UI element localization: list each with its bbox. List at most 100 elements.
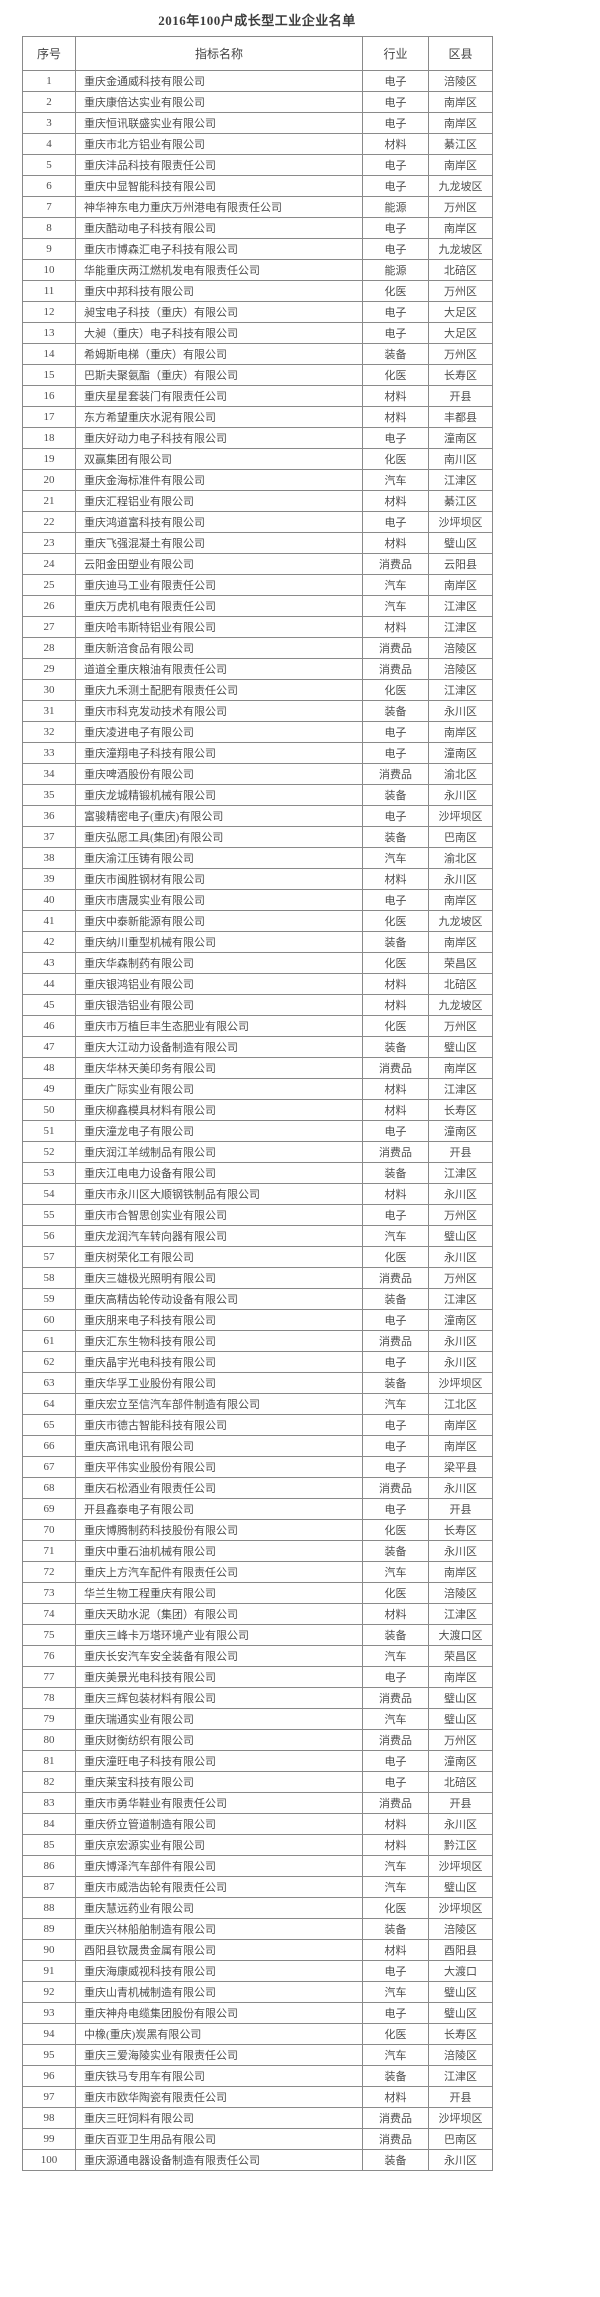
- row-number-cell: 64: [22, 1393, 76, 1415]
- company-name-cell: 重庆纳川重型机械有限公司: [75, 931, 363, 953]
- company-name-cell: 重庆上方汽车配件有限责任公司: [75, 1561, 363, 1583]
- district-cell: 永川区: [428, 1246, 493, 1268]
- table-row: 68 重庆石松酒业有限责任公司 消费品 永川区: [22, 1477, 493, 1499]
- industry-cell: 材料: [362, 616, 429, 638]
- row-number-cell: 29: [22, 658, 76, 680]
- industry-cell: 汽车: [362, 595, 429, 617]
- table-row: 56 重庆龙润汽车转向器有限公司 汽车 璧山区: [22, 1225, 493, 1247]
- company-name-cell: 重庆莱宝科技有限公司: [75, 1771, 363, 1793]
- table-row: 85 重庆京宏源实业有限公司 材料 黔江区: [22, 1834, 493, 1856]
- district-cell: 北碚区: [428, 259, 493, 281]
- table-row: 99 重庆百亚卫生用品有限公司 消费品 巴南区: [22, 2128, 493, 2150]
- district-cell: 璧山区: [428, 1876, 493, 1898]
- row-number-cell: 36: [22, 805, 76, 827]
- table-row: 55 重庆市合智思创实业有限公司 电子 万州区: [22, 1204, 493, 1226]
- industry-cell: 装备: [362, 2149, 429, 2171]
- row-number-cell: 59: [22, 1288, 76, 1310]
- company-name-cell: 重庆博腾制药科技股份有限公司: [75, 1519, 363, 1541]
- industry-cell: 电子: [362, 889, 429, 911]
- industry-cell: 电子: [362, 742, 429, 764]
- district-cell: 九龙坡区: [428, 994, 493, 1016]
- district-cell: 荣昌区: [428, 1645, 493, 1667]
- table-row: 32 重庆凌进电子有限公司 电子 南岸区: [22, 721, 493, 743]
- row-number-cell: 73: [22, 1582, 76, 1604]
- company-name-cell: 重庆市北方铝业有限公司: [75, 133, 363, 155]
- industry-cell: 装备: [362, 1918, 429, 1940]
- table-row: 38 重庆渝江压铸有限公司 汽车 渝北区: [22, 847, 493, 869]
- industry-cell: 化医: [362, 448, 429, 470]
- table-row: 1 重庆金通威科技有限公司 电子 涪陵区: [22, 70, 493, 92]
- company-name-cell: 重庆高讯电讯有限公司: [75, 1435, 363, 1457]
- row-number-cell: 54: [22, 1183, 76, 1205]
- table-row: 2 重庆康倍达实业有限公司 电子 南岸区: [22, 91, 493, 113]
- industry-cell: 装备: [362, 1036, 429, 1058]
- company-name-cell: 重庆三峰卡万塔环境产业有限公司: [75, 1624, 363, 1646]
- district-cell: 大足区: [428, 301, 493, 323]
- company-name-cell: 东方希望重庆水泥有限公司: [75, 406, 363, 428]
- district-cell: 大渡口: [428, 1960, 493, 1982]
- district-cell: 北碚区: [428, 1771, 493, 1793]
- industry-cell: 电子: [362, 91, 429, 113]
- company-name-cell: 重庆慧远药业有限公司: [75, 1897, 363, 1919]
- industry-cell: 汽车: [362, 847, 429, 869]
- company-name-cell: 重庆中显智能科技有限公司: [75, 175, 363, 197]
- row-number-cell: 56: [22, 1225, 76, 1247]
- district-cell: 南岸区: [428, 1414, 493, 1436]
- industry-cell: 装备: [362, 784, 429, 806]
- row-number-cell: 75: [22, 1624, 76, 1646]
- company-name-cell: 重庆市闽胜钢材有限公司: [75, 868, 363, 890]
- row-number-cell: 80: [22, 1729, 76, 1751]
- industry-cell: 消费品: [362, 1141, 429, 1163]
- district-cell: 江津区: [428, 1288, 493, 1310]
- header-row: 序号 指标名称 行业 区县: [22, 36, 493, 71]
- district-cell: 潼南区: [428, 427, 493, 449]
- district-cell: 万州区: [428, 343, 493, 365]
- industry-cell: 汽车: [362, 2044, 429, 2066]
- company-name-cell: 重庆市科克发动技术有限公司: [75, 700, 363, 722]
- industry-cell: 化医: [362, 1519, 429, 1541]
- company-name-cell: 重庆瑞通实业有限公司: [75, 1708, 363, 1730]
- row-number-cell: 92: [22, 1981, 76, 2003]
- table-row: 40 重庆市唐晟实业有限公司 电子 南岸区: [22, 889, 493, 911]
- district-cell: 巴南区: [428, 826, 493, 848]
- industry-cell: 电子: [362, 112, 429, 134]
- company-name-cell: 重庆市万植巨丰生态肥业有限公司: [75, 1015, 363, 1037]
- table-row: 17 东方希望重庆水泥有限公司 材料 丰都县: [22, 406, 493, 428]
- table-row: 52 重庆润江羊绒制品有限公司 消费品 开县: [22, 1141, 493, 1163]
- header-industry: 行业: [362, 36, 429, 71]
- table-row: 11 重庆中邦科技有限公司 化医 万州区: [22, 280, 493, 302]
- company-name-cell: 重庆恒讯联盛实业有限公司: [75, 112, 363, 134]
- row-number-cell: 20: [22, 469, 76, 491]
- industry-cell: 材料: [362, 490, 429, 512]
- district-cell: 永川区: [428, 868, 493, 890]
- row-number-cell: 91: [22, 1960, 76, 1982]
- district-cell: 万州区: [428, 1267, 493, 1289]
- table-row: 53 重庆江电电力设备有限公司 装备 江津区: [22, 1162, 493, 1184]
- industry-cell: 材料: [362, 1183, 429, 1205]
- row-number-cell: 19: [22, 448, 76, 470]
- table-row: 6 重庆中显智能科技有限公司 电子 九龙坡区: [22, 175, 493, 197]
- district-cell: 江津区: [428, 679, 493, 701]
- table-row: 94 中橡(重庆)炭黑有限公司 化医 长寿区: [22, 2023, 493, 2045]
- district-cell: 江津区: [428, 1078, 493, 1100]
- industry-cell: 消费品: [362, 1792, 429, 1814]
- industry-cell: 消费品: [362, 553, 429, 575]
- table-row: 15 巴斯夫聚氨酯（重庆）有限公司 化医 长寿区: [22, 364, 493, 386]
- row-number-cell: 79: [22, 1708, 76, 1730]
- table-row: 77 重庆美景光电科技有限公司 电子 南岸区: [22, 1666, 493, 1688]
- table-row: 91 重庆海康威视科技有限公司 电子 大渡口: [22, 1960, 493, 1982]
- company-name-cell: 重庆中重石油机械有限公司: [75, 1540, 363, 1562]
- company-name-cell: 重庆润江羊绒制品有限公司: [75, 1141, 363, 1163]
- industry-cell: 装备: [362, 1288, 429, 1310]
- company-name-cell: 重庆广际实业有限公司: [75, 1078, 363, 1100]
- row-number-cell: 84: [22, 1813, 76, 1835]
- row-number-cell: 7: [22, 196, 76, 218]
- company-name-cell: 重庆汇程铝业有限公司: [75, 490, 363, 512]
- company-name-cell: 重庆潼旺电子科技有限公司: [75, 1750, 363, 1772]
- company-name-cell: 重庆鸿道富科技有限公司: [75, 511, 363, 533]
- industry-cell: 电子: [362, 1960, 429, 1982]
- row-number-cell: 31: [22, 700, 76, 722]
- table-row: 66 重庆高讯电讯有限公司 电子 南岸区: [22, 1435, 493, 1457]
- table-row: 45 重庆银浩铝业有限公司 材料 九龙坡区: [22, 994, 493, 1016]
